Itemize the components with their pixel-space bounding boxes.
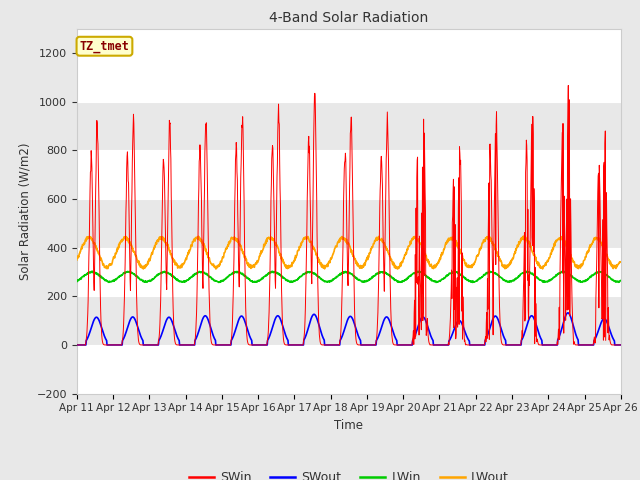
Title: 4-Band Solar Radiation: 4-Band Solar Radiation bbox=[269, 11, 428, 25]
X-axis label: Time: Time bbox=[334, 419, 364, 432]
Legend: SWin, SWout, LWin, LWout: SWin, SWout, LWin, LWout bbox=[184, 467, 514, 480]
Bar bbox=[77, 102, 621, 150]
Bar bbox=[77, 296, 621, 345]
Y-axis label: Solar Radiation (W/m2): Solar Radiation (W/m2) bbox=[18, 143, 31, 280]
Bar bbox=[77, 199, 621, 248]
Text: TZ_tmet: TZ_tmet bbox=[79, 40, 129, 53]
